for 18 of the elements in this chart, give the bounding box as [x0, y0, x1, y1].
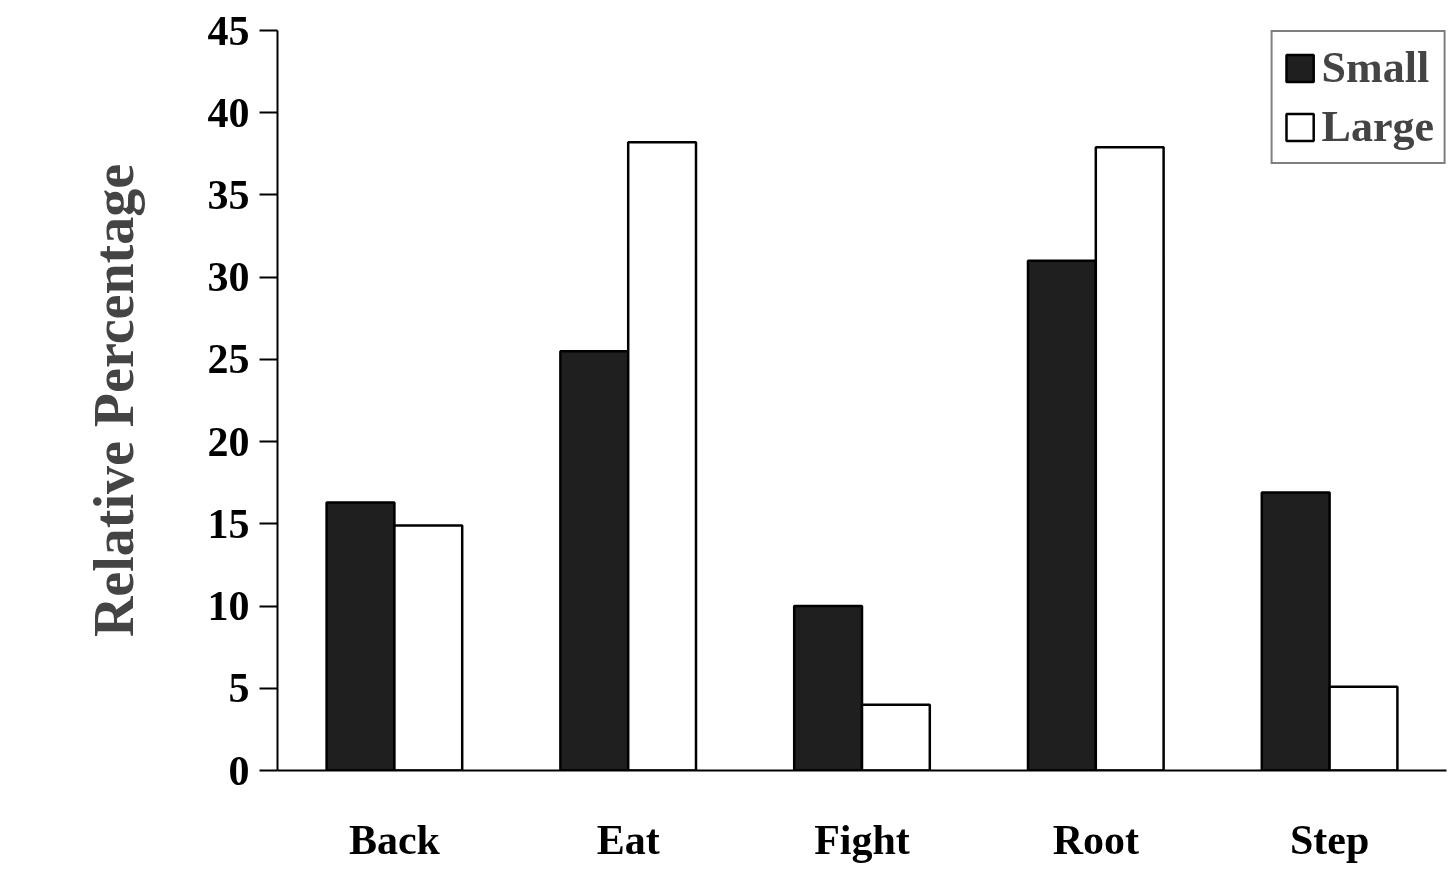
y-tick-label: 5 — [228, 665, 250, 712]
x-tick-label: Eat — [596, 816, 660, 863]
x-tick-label: Fight — [814, 816, 910, 863]
y-tick-label: 35 — [207, 171, 250, 218]
y-tick-label: 10 — [207, 583, 250, 630]
x-tick-label: Root — [1052, 816, 1139, 863]
y-tick-label: 45 — [207, 7, 250, 54]
y-tick-label: 15 — [207, 500, 250, 547]
legend-label: Large — [1321, 101, 1434, 152]
y-tick-label: 40 — [207, 89, 250, 136]
y-tick-label: 30 — [207, 254, 250, 301]
y-tick-label: 0 — [228, 747, 250, 794]
x-tick-label: Step — [1289, 816, 1370, 863]
y-axis-title: Relative Percentage — [82, 163, 145, 638]
legend-label: Small — [1321, 42, 1430, 93]
x-tick-label: Back — [348, 816, 441, 863]
y-tick-label: 25 — [207, 336, 250, 383]
y-tick-label: 20 — [207, 418, 250, 465]
